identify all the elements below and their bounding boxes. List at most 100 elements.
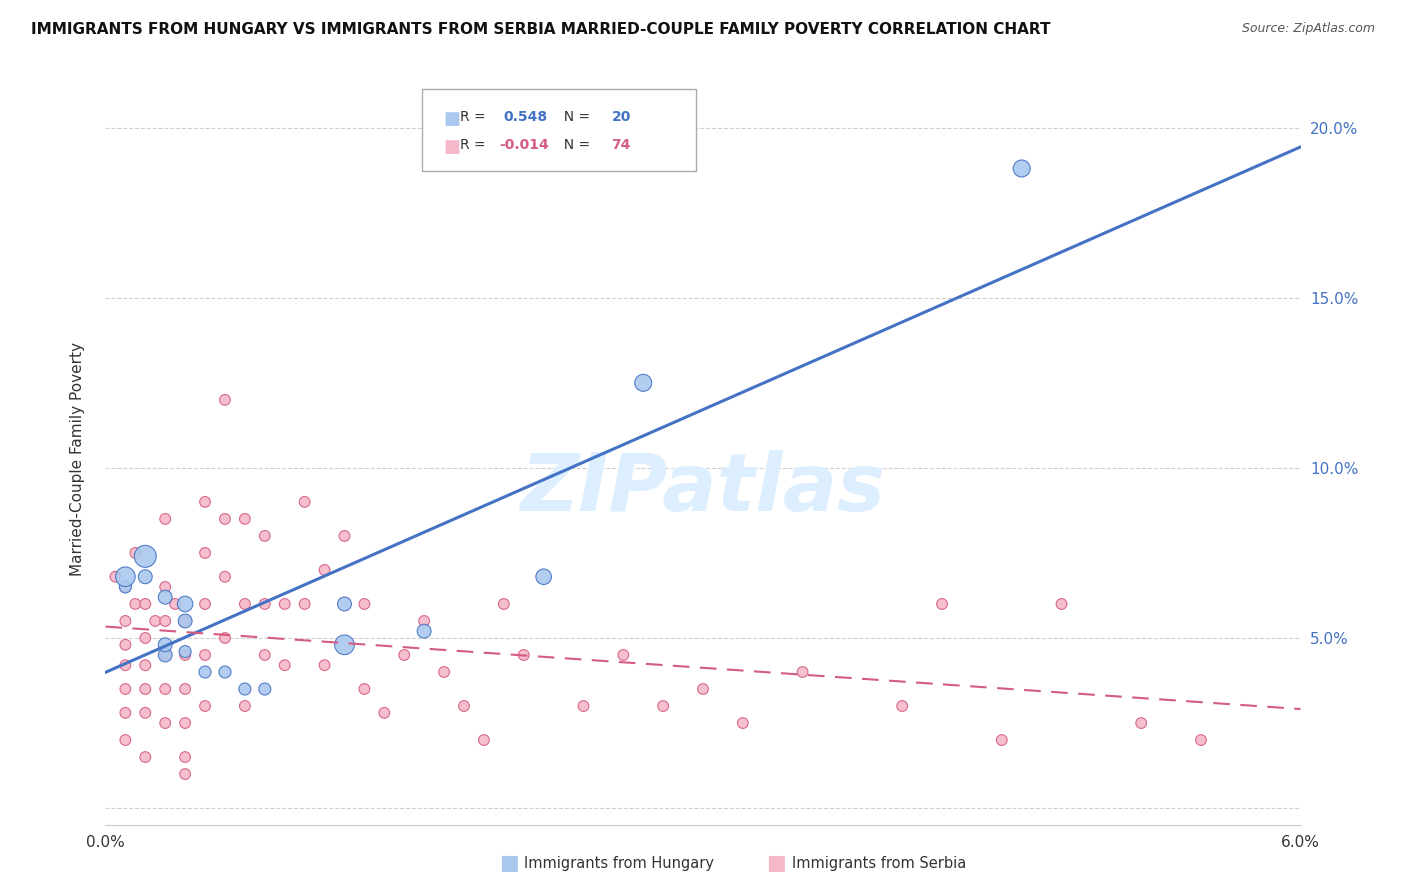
- Point: [174, 750, 197, 764]
- Text: R =: R =: [460, 138, 489, 153]
- Point: [572, 699, 595, 714]
- Point: [114, 681, 136, 696]
- Point: [153, 590, 177, 604]
- Point: [124, 597, 146, 611]
- Point: [692, 681, 714, 696]
- Point: [134, 631, 156, 645]
- Point: [294, 495, 316, 509]
- Point: [114, 580, 136, 594]
- Point: [731, 716, 754, 731]
- Point: [392, 648, 416, 662]
- Point: [174, 597, 197, 611]
- Point: [134, 570, 156, 584]
- Point: [472, 733, 495, 747]
- Point: [353, 597, 375, 611]
- Point: [114, 570, 136, 584]
- Point: [153, 716, 177, 731]
- Point: [373, 706, 395, 720]
- Point: [1011, 161, 1033, 176]
- Point: [1189, 733, 1212, 747]
- Point: [333, 529, 356, 543]
- Point: [273, 597, 295, 611]
- Text: ■: ■: [443, 110, 460, 128]
- Point: [214, 665, 236, 679]
- Point: [214, 570, 236, 584]
- Point: [1050, 597, 1073, 611]
- Point: [891, 699, 914, 714]
- Point: [153, 648, 177, 662]
- Point: [233, 681, 256, 696]
- Text: N =: N =: [555, 110, 595, 124]
- Point: [453, 699, 475, 714]
- Point: [124, 546, 146, 560]
- Point: [253, 597, 276, 611]
- Point: [153, 580, 177, 594]
- Text: -0.014: -0.014: [499, 138, 548, 153]
- Point: [174, 644, 197, 658]
- Text: R =: R =: [460, 110, 489, 124]
- Point: [134, 750, 156, 764]
- Point: [294, 597, 316, 611]
- Point: [633, 376, 655, 390]
- Point: [214, 512, 236, 526]
- Point: [194, 665, 217, 679]
- Text: N =: N =: [555, 138, 595, 153]
- Point: [333, 597, 356, 611]
- Text: ■: ■: [766, 854, 786, 873]
- Point: [792, 665, 814, 679]
- Text: 0.548: 0.548: [503, 110, 547, 124]
- Point: [233, 512, 256, 526]
- Point: [433, 665, 456, 679]
- Text: 74: 74: [612, 138, 631, 153]
- Point: [652, 699, 675, 714]
- Point: [134, 549, 156, 564]
- Point: [314, 563, 336, 577]
- Point: [134, 658, 156, 673]
- Point: [314, 658, 336, 673]
- Point: [931, 597, 953, 611]
- Point: [214, 392, 236, 407]
- Point: [353, 681, 375, 696]
- Point: [413, 614, 436, 628]
- Point: [114, 614, 136, 628]
- Text: ■: ■: [499, 854, 519, 873]
- Point: [153, 648, 177, 662]
- Point: [174, 614, 197, 628]
- Text: Source: ZipAtlas.com: Source: ZipAtlas.com: [1241, 22, 1375, 36]
- Point: [134, 597, 156, 611]
- Point: [174, 648, 197, 662]
- Point: [333, 638, 356, 652]
- Text: 20: 20: [612, 110, 631, 124]
- Point: [134, 706, 156, 720]
- Point: [153, 614, 177, 628]
- Point: [153, 512, 177, 526]
- Point: [194, 546, 217, 560]
- Point: [153, 681, 177, 696]
- Point: [253, 648, 276, 662]
- Point: [612, 648, 634, 662]
- Point: [174, 614, 197, 628]
- Point: [143, 614, 166, 628]
- Y-axis label: Married-Couple Family Poverty: Married-Couple Family Poverty: [70, 343, 84, 576]
- Point: [153, 638, 177, 652]
- Point: [533, 570, 555, 584]
- Point: [174, 681, 197, 696]
- Point: [253, 529, 276, 543]
- Point: [273, 658, 295, 673]
- Point: [194, 495, 217, 509]
- Text: Immigrants from Hungary: Immigrants from Hungary: [524, 856, 714, 871]
- Point: [114, 658, 136, 673]
- Point: [104, 570, 127, 584]
- Point: [413, 624, 436, 639]
- Point: [174, 767, 197, 781]
- Point: [990, 733, 1012, 747]
- Point: [233, 699, 256, 714]
- Point: [253, 681, 276, 696]
- Point: [1130, 716, 1153, 731]
- Point: [194, 648, 217, 662]
- Point: [233, 597, 256, 611]
- Point: [114, 638, 136, 652]
- Point: [134, 681, 156, 696]
- Text: ZIPatlas: ZIPatlas: [520, 450, 886, 528]
- Point: [492, 597, 515, 611]
